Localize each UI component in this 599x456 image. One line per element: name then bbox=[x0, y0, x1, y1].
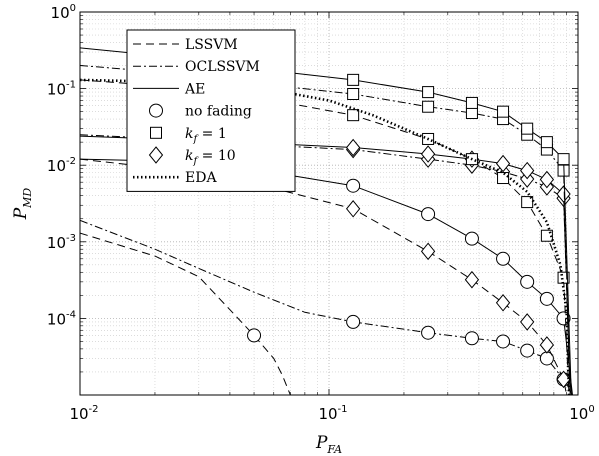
diamond-marker bbox=[539, 336, 555, 354]
diamond-marker bbox=[345, 138, 361, 157]
series-ae-2 bbox=[80, 158, 573, 395]
legend-label: kf = 10 bbox=[185, 148, 236, 167]
diamond-marker bbox=[345, 199, 361, 218]
series-ae-8 bbox=[80, 47, 572, 395]
square-marker bbox=[497, 105, 510, 118]
square-marker bbox=[347, 73, 360, 86]
diamond-marker bbox=[464, 270, 480, 289]
circle-marker bbox=[539, 291, 554, 306]
square-marker-legend bbox=[150, 126, 162, 139]
x-tick-label: 10-1 bbox=[318, 404, 347, 423]
legend-entry: kf = 10 bbox=[148, 146, 236, 167]
diamond-marker bbox=[420, 145, 436, 163]
legend-label: AE bbox=[184, 81, 205, 97]
y-tick-label: 10-4 bbox=[47, 309, 76, 328]
legend-entry: EDA bbox=[133, 170, 217, 186]
diamond-marker bbox=[495, 154, 511, 173]
square-marker bbox=[465, 96, 478, 109]
series-oclssvm-7 bbox=[80, 65, 571, 395]
diamond-marker bbox=[520, 161, 535, 180]
square-marker bbox=[521, 122, 534, 135]
series-line bbox=[80, 78, 571, 395]
square-marker bbox=[422, 100, 435, 113]
legend-label: no fading bbox=[185, 104, 252, 120]
square-marker bbox=[347, 88, 360, 101]
legend: LSSVM OCLSSVM AE no fading kf = 1 kf = 10 EDA bbox=[126, 29, 296, 192]
tick-marks bbox=[79, 11, 579, 396]
circle-marker bbox=[496, 334, 511, 349]
y-tick-label: 10-3 bbox=[47, 233, 76, 252]
y-tick-label: 10-2 bbox=[47, 156, 76, 175]
x-tick-label: 100 bbox=[569, 404, 594, 423]
circle-marker-legend bbox=[149, 103, 163, 118]
legend-label: kf = 1 bbox=[185, 126, 227, 145]
legend-entry: no fading bbox=[149, 103, 252, 120]
circle-marker bbox=[346, 314, 361, 329]
y-tick-label: 100 bbox=[51, 3, 76, 22]
series-oclssvm-1 bbox=[80, 219, 573, 395]
legend-entry: OCLSSVM bbox=[133, 59, 260, 75]
series-layer bbox=[80, 47, 573, 395]
y-tick-labels: 10-4 10-3 10-2 10-1 100 bbox=[47, 3, 76, 328]
square-marker bbox=[465, 107, 478, 120]
circle-marker bbox=[421, 207, 436, 222]
legend-label: LSSVM bbox=[185, 37, 238, 53]
diamond-marker bbox=[556, 185, 571, 203]
circle-marker bbox=[464, 231, 479, 246]
circle-marker bbox=[464, 331, 479, 346]
y-axis-label: PMD bbox=[11, 188, 34, 221]
legend-entry: AE bbox=[133, 81, 205, 97]
circle-marker bbox=[496, 251, 511, 266]
series-line bbox=[80, 232, 291, 395]
diamond-marker bbox=[539, 170, 555, 189]
diamond-marker bbox=[420, 242, 436, 261]
circle-marker bbox=[247, 328, 262, 343]
x-tick-labels: 10-2 10-1 100 bbox=[69, 404, 594, 423]
diamond-marker bbox=[520, 313, 535, 331]
diamond-marker bbox=[495, 293, 511, 312]
series-line bbox=[80, 219, 573, 395]
square-marker bbox=[347, 109, 360, 122]
circle-marker bbox=[520, 343, 535, 358]
circle-marker bbox=[520, 274, 535, 289]
square-marker bbox=[422, 86, 435, 99]
square-marker bbox=[557, 153, 570, 166]
series-line bbox=[80, 158, 573, 395]
series-eda-9 bbox=[80, 78, 571, 395]
square-marker bbox=[540, 136, 553, 149]
x-tick-label: 10-2 bbox=[69, 404, 98, 423]
series-lssvm-0 bbox=[80, 232, 291, 395]
legend-label: EDA bbox=[185, 170, 217, 186]
x-axis-label: PFA bbox=[315, 433, 342, 456]
y-tick-label: 10-1 bbox=[47, 80, 76, 99]
series-line bbox=[80, 158, 568, 395]
circle-marker bbox=[346, 178, 361, 193]
series-lssvm-3 bbox=[80, 158, 571, 395]
legend-label: OCLSSVM bbox=[185, 59, 260, 75]
legend-entry: LSSVM bbox=[133, 37, 238, 53]
square-marker bbox=[497, 172, 510, 185]
diamond-marker-legend bbox=[148, 146, 164, 164]
legend-entry: kf = 1 bbox=[150, 126, 227, 145]
circle-marker bbox=[421, 325, 436, 340]
